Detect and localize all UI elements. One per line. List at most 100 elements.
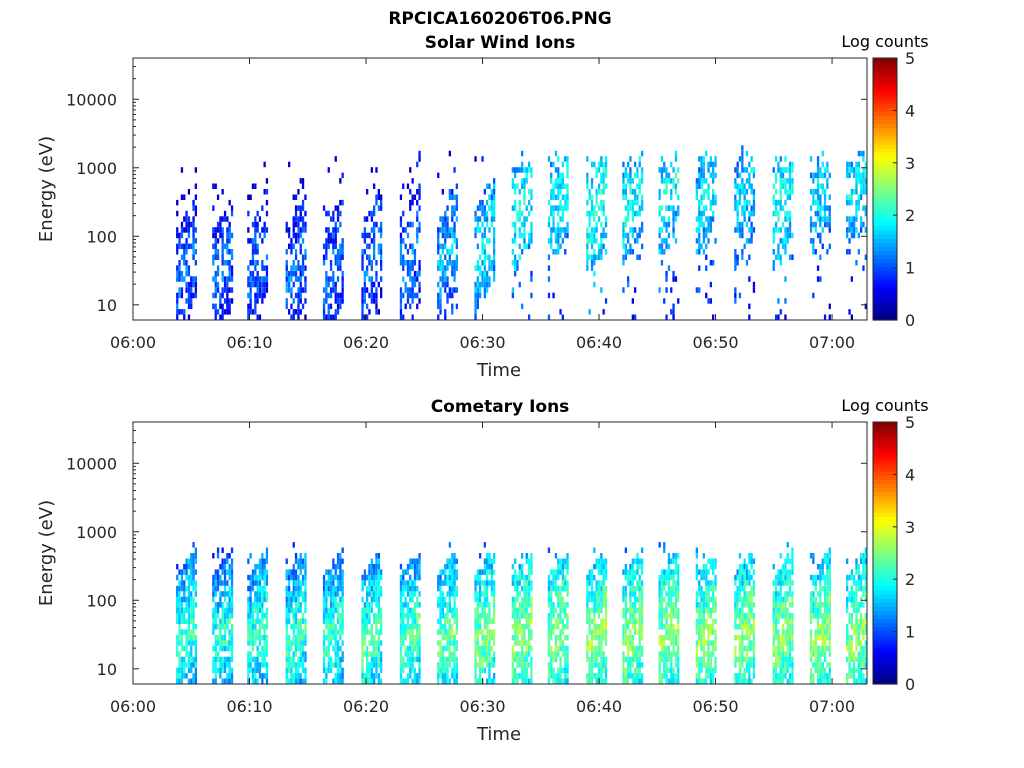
heatmap-cell <box>777 167 780 173</box>
heatmap-cell <box>418 624 421 630</box>
heatmap-cell <box>622 161 625 168</box>
heatmap-cell <box>593 651 596 657</box>
heatmap-cell <box>670 678 673 684</box>
heatmap-cell <box>455 618 458 624</box>
heatmap-cell <box>712 651 715 657</box>
heatmap-cell <box>212 205 215 211</box>
heatmap-cell <box>247 613 250 619</box>
heatmap-cell <box>288 580 291 586</box>
heatmap-cell <box>187 618 191 624</box>
heatmap-cell <box>559 613 562 619</box>
heatmap-cell <box>516 634 519 641</box>
heatmap-cell <box>734 673 737 679</box>
heatmap-cell <box>375 602 378 608</box>
heatmap-cell <box>624 194 627 200</box>
heatmap-cell <box>399 651 403 657</box>
heatmap-cell <box>777 618 780 624</box>
heatmap-cell <box>446 221 449 228</box>
heatmap-cell <box>265 276 269 282</box>
heatmap-cell <box>658 194 661 200</box>
heatmap-cell <box>674 640 678 646</box>
heatmap-cell <box>823 210 827 217</box>
heatmap-cell <box>791 189 794 195</box>
colorbar-swatch <box>873 139 897 145</box>
heatmap-cell <box>334 254 337 260</box>
heatmap-cell <box>629 189 632 195</box>
heatmap-cell <box>622 662 625 668</box>
heatmap-cell <box>322 678 326 684</box>
heatmap-cell <box>821 183 824 189</box>
heatmap-cell <box>437 629 440 635</box>
heatmap-cell <box>677 673 680 679</box>
heatmap-cell <box>444 276 447 282</box>
colorbar-swatch <box>873 250 897 256</box>
heatmap-cell <box>474 618 477 624</box>
heatmap-cell <box>292 281 295 288</box>
heatmap-cell <box>226 607 229 614</box>
heatmap-cell <box>698 607 701 614</box>
heatmap-cell <box>483 243 486 250</box>
heatmap-cell <box>437 238 440 244</box>
heatmap-cell <box>265 254 269 260</box>
heatmap-cell <box>712 199 715 206</box>
heatmap-cell <box>219 580 222 586</box>
heatmap-cell <box>180 602 184 608</box>
heatmap-cell <box>327 574 330 581</box>
solar-wind-axes-box <box>132 57 868 321</box>
heatmap-cell <box>641 585 644 592</box>
heatmap-cell <box>518 210 521 217</box>
heatmap-cell <box>786 232 789 239</box>
heatmap-cell <box>672 629 675 635</box>
heatmap-cell <box>263 624 266 630</box>
heatmap-cell <box>251 634 255 641</box>
heatmap-cell <box>750 585 753 592</box>
heatmap-cell <box>667 629 671 635</box>
heatmap-cell <box>409 613 412 619</box>
heatmap-cell <box>677 656 680 663</box>
heatmap-cell <box>821 624 824 630</box>
heatmap-cell <box>254 281 257 288</box>
heatmap-cell <box>329 238 333 244</box>
heatmap-cell <box>265 678 269 684</box>
heatmap-cell <box>451 270 454 277</box>
heatmap-cell <box>528 645 531 652</box>
heatmap-cell <box>705 591 708 597</box>
heatmap-cell <box>775 607 778 614</box>
heatmap-cell <box>183 618 186 624</box>
heatmap-cell <box>772 194 775 200</box>
heatmap-cell <box>214 227 217 233</box>
heatmap-cell <box>368 651 371 657</box>
heatmap-cell <box>187 563 191 570</box>
heatmap-cell <box>823 634 827 641</box>
heatmap-cell <box>745 634 749 641</box>
heatmap-cell <box>788 602 792 608</box>
heatmap-cell <box>779 569 782 575</box>
heatmap-cell <box>695 645 698 652</box>
heatmap-cell <box>823 673 827 679</box>
heatmap-cell <box>481 613 484 619</box>
heatmap-cell <box>263 276 266 282</box>
heatmap-cell <box>254 596 257 603</box>
heatmap-cell <box>214 613 217 619</box>
heatmap-cell <box>254 618 257 624</box>
heatmap-cell <box>627 607 630 614</box>
heatmap-cell <box>641 199 644 206</box>
heatmap-cell <box>334 574 337 581</box>
heatmap-cell <box>748 216 751 222</box>
heatmap-cell <box>779 667 782 674</box>
heatmap-cell <box>667 645 671 652</box>
heatmap-cell <box>667 172 671 179</box>
heatmap-cell <box>361 309 364 315</box>
heatmap-cell <box>622 183 625 189</box>
heatmap-cell <box>595 651 598 657</box>
heatmap-cell <box>322 585 326 592</box>
heatmap-cell <box>622 221 625 228</box>
heatmap-cell <box>216 238 220 244</box>
heatmap-cell <box>734 624 737 630</box>
heatmap-cell <box>552 249 555 255</box>
heatmap-cell <box>700 662 703 668</box>
heatmap-cell <box>561 624 564 630</box>
heatmap-cell <box>230 667 234 674</box>
heatmap-cell <box>363 607 366 614</box>
heatmap-cell <box>375 194 378 200</box>
